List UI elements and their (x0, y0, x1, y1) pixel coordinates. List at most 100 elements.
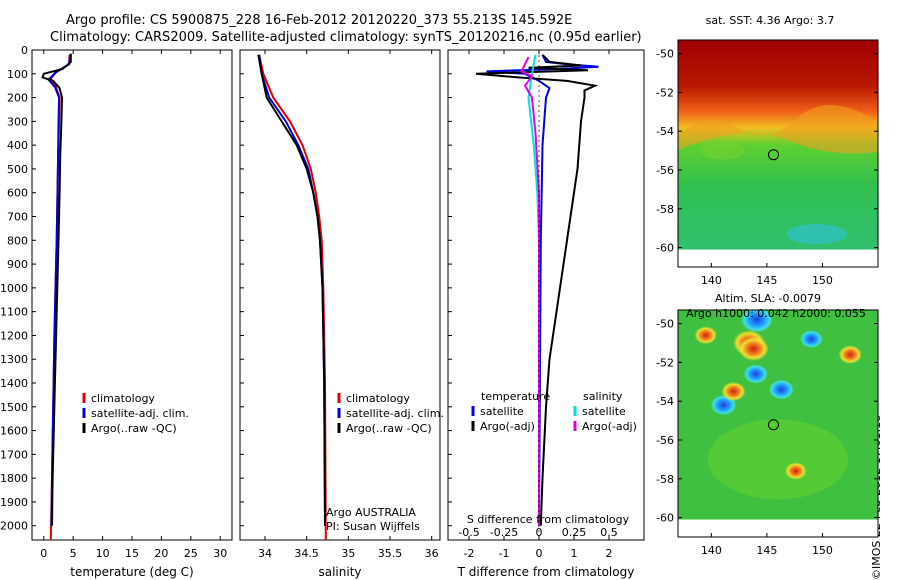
y-tick-label: -60 (656, 512, 674, 525)
y-tick-label: -52 (656, 356, 674, 369)
s-tick-label: 0 (536, 526, 543, 539)
legend-label: satellite (582, 405, 626, 418)
operator-label: Argo AUSTRALIA (326, 506, 416, 519)
series-line-3 (520, 56, 540, 526)
x-tick-label: 34 (258, 547, 272, 560)
sla-anomaly-10 (694, 326, 717, 345)
y-tick-label: -56 (656, 164, 674, 177)
salinity-panel: 34 34.5 35 35.5 36 salinity climatology satelli… (239, 49, 444, 579)
y-tick-label: 1200 (0, 329, 28, 342)
x-tick-label: 0 (40, 547, 47, 560)
sst-map-panel: 140 145 150 -50 -52 -54 -56 -58 -60 sat. SST: 4.3… (656, 14, 879, 287)
argo-position-marker (767, 149, 779, 161)
sla-anomaly-8 (838, 345, 862, 364)
y-tick-label: 500 (7, 163, 28, 176)
y-tick-label: -56 (656, 434, 674, 447)
sla-anomaly-3 (743, 364, 768, 384)
series-line-1 (475, 54, 599, 526)
plot-frame (447, 49, 645, 541)
x-tick-label: 34.5 (294, 547, 319, 560)
sla-anomaly-5 (721, 381, 746, 402)
y-tick-label: 300 (7, 115, 28, 128)
y-tick-label: 200 (7, 92, 28, 105)
x-tick-label: 1 (571, 547, 578, 560)
legend-label: Argo(-adj) (582, 420, 637, 433)
x-tick-label: 36 (425, 547, 439, 560)
y-tick-label: 600 (7, 187, 28, 200)
series-line-1 (47, 54, 72, 526)
legend-label: Argo(-adj) (480, 420, 535, 433)
x-tick-label: 35 (341, 547, 355, 560)
s-tick-label: 0.25 (562, 526, 587, 539)
x-tick-label: 145 (756, 544, 777, 557)
sla-anomaly-0 (740, 310, 773, 333)
x-tick-label: 30 (213, 547, 227, 560)
x-tick-label: -1 (499, 547, 510, 560)
y-tick-label: -50 (656, 48, 674, 61)
title-line-1: Argo profile: CS 5900875_228 16-Feb-2012… (66, 13, 573, 28)
sst-patch (700, 141, 745, 160)
sla-anomaly-7 (800, 330, 823, 349)
legend-label: satellite (480, 405, 524, 418)
y-tick-label: -58 (656, 203, 674, 216)
y-tick-label: 0 (21, 44, 28, 57)
legend-label: climatology (346, 392, 410, 405)
y-tick-label: 1600 (0, 425, 28, 438)
y-tick-label: 1300 (0, 353, 28, 366)
pi-label: PI: Susan Wijffels (326, 520, 420, 533)
sla-map-panel: 140 145 150 -50 -52 -54 -56 -58 -60 Altim. SLA: -… (656, 292, 879, 557)
y-tick-label: 2000 (0, 520, 28, 533)
temperature-panel: 0 5 10 15 20 25 300100200300400500600700800900… (0, 44, 233, 579)
series-line-2 (257, 54, 326, 526)
legend-label: Argo(..raw -QC) (346, 422, 432, 435)
y-tick-label: -50 (656, 318, 674, 331)
title-line-2: Climatology: CARS2009. Satellite-adjuste… (50, 30, 642, 45)
sla-anomaly-2 (738, 336, 769, 361)
x-axis-label: salinity (318, 565, 361, 579)
series-group (475, 54, 599, 526)
x-tick-label: 15 (125, 547, 139, 560)
x-tick-label: -2 (464, 547, 475, 560)
legend-title-temperature: temperature (481, 390, 550, 403)
y-tick-label: 1100 (0, 306, 28, 319)
sla-anomaly-6 (768, 379, 794, 400)
series-group (257, 54, 327, 540)
y-tick-label: -54 (656, 125, 674, 138)
y-tick-label: 1900 (0, 496, 28, 509)
y-tick-label: 1700 (0, 448, 28, 461)
y-tick-label: 800 (7, 234, 28, 247)
x-tick-label: 5 (70, 547, 77, 560)
sla-patch (708, 419, 848, 500)
x-tick-label: 2 (606, 547, 613, 560)
x-tick-label: 20 (154, 547, 168, 560)
y-tick-label: 900 (7, 258, 28, 271)
sst-cold-patch (786, 224, 847, 245)
x-tick-label: 145 (756, 274, 777, 287)
y-tick-label: 1500 (0, 401, 28, 414)
y-tick-label: -58 (656, 473, 674, 486)
x-tick-label: 150 (812, 544, 833, 557)
x-axis-label: temperature (deg C) (70, 565, 193, 579)
y-tick-label: -54 (656, 395, 674, 408)
y-tick-label: 1000 (0, 282, 28, 295)
series-line-2 (41, 53, 72, 526)
sla-title: Altim. SLA: -0.0079 (715, 292, 821, 305)
x-tick-label: 140 (701, 544, 722, 557)
plot-frame (239, 49, 441, 541)
y-tick-label: -52 (656, 86, 674, 99)
map-frame (677, 39, 879, 268)
y-tick-label: 1800 (0, 472, 28, 485)
plot-frame (31, 49, 233, 541)
legend-label: satellite-adj. clim. (346, 407, 444, 420)
sla-anomaly-9 (784, 462, 807, 480)
map-frame (677, 309, 879, 538)
y-tick-label: 100 (7, 68, 28, 81)
legend-label: satellite-adj. clim. (91, 407, 189, 420)
x-tick-label: 140 (701, 274, 722, 287)
sst-front (678, 104, 878, 154)
legend-label: Argo(..raw -QC) (91, 422, 177, 435)
y-tick-label: 1400 (0, 377, 28, 390)
series-group (41, 53, 72, 540)
x-axis-label: T difference from climatology (457, 565, 635, 579)
